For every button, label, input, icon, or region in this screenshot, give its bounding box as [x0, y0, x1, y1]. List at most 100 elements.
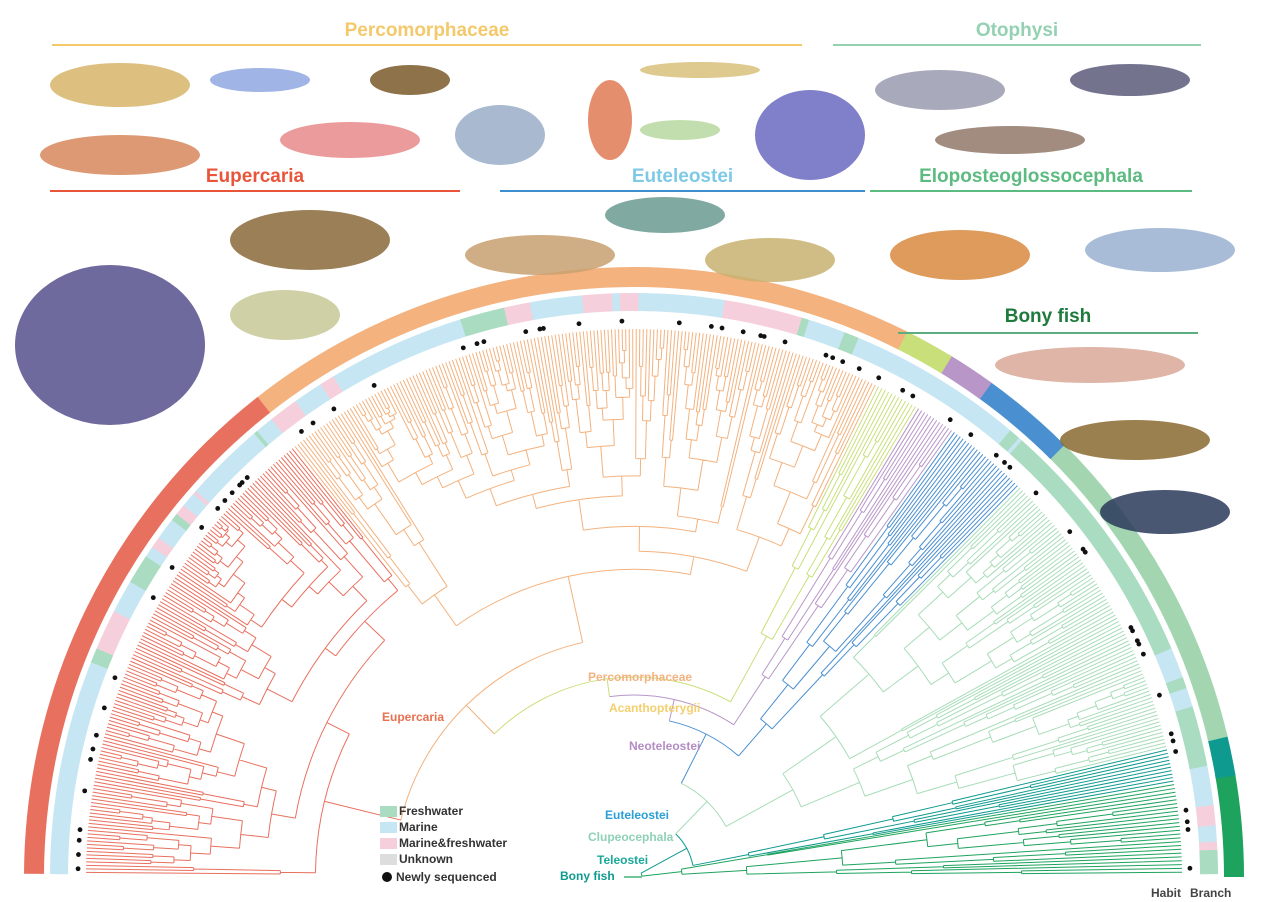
habit-segment — [329, 376, 343, 394]
habit-segment — [1148, 633, 1167, 646]
habit-segment — [58, 773, 77, 781]
habit-segment — [122, 591, 141, 604]
newly-sequenced-dot — [1067, 529, 1073, 535]
habit-segment — [1049, 480, 1066, 496]
habit-segment — [954, 395, 968, 413]
habit-segment — [66, 736, 85, 746]
habit-segment — [929, 378, 943, 397]
habit-segment — [667, 294, 673, 313]
habit-segment — [1006, 437, 1022, 454]
habit-segment — [978, 413, 993, 431]
habit-segment — [510, 305, 519, 324]
rule-otophysi — [833, 44, 1201, 46]
habit-segment — [215, 466, 232, 483]
habit-segment — [746, 304, 755, 324]
branch-lines-teleostei — [640, 749, 1174, 874]
habit-segment — [250, 433, 266, 450]
habit-segment — [844, 334, 856, 354]
habit-segment — [529, 301, 537, 321]
habit-segment — [54, 802, 73, 810]
habit-segment — [1061, 494, 1079, 510]
newly-sequenced-dot — [1185, 827, 1191, 832]
habit-segment — [467, 316, 477, 335]
habit-segment — [922, 374, 936, 393]
habit-segment — [604, 293, 610, 312]
habit-segment — [304, 392, 318, 410]
habit-segment — [1192, 784, 1212, 792]
habit-segment — [1178, 717, 1197, 727]
ring-label-branch: Branch — [1190, 886, 1232, 900]
habit-segment — [131, 575, 150, 589]
habit-segment — [884, 353, 897, 372]
habit-segment — [231, 450, 247, 467]
habit-segment — [248, 435, 264, 453]
newly-sequenced-dot — [331, 406, 337, 412]
habit-segment — [824, 326, 835, 346]
habit-segment — [55, 795, 74, 803]
newly-sequenced-dot — [229, 490, 235, 496]
habit-segment — [1199, 861, 1218, 867]
habit-segment — [905, 364, 919, 383]
habit-segment — [171, 516, 189, 532]
habit-segment — [1145, 626, 1164, 639]
habit-segment — [1160, 662, 1179, 673]
clade-label-neoteleostei: Neoteleostei — [629, 739, 701, 753]
habit-segment — [226, 456, 242, 472]
habit-segment — [164, 525, 182, 540]
habit-segment — [1115, 569, 1133, 583]
newly-sequenced-dot — [244, 475, 250, 480]
habit-segment — [1059, 491, 1076, 507]
habit-segment — [1126, 589, 1145, 602]
habit-segment — [410, 335, 421, 355]
habit-segment — [847, 336, 859, 355]
habit-segment — [1147, 630, 1166, 642]
habit-segment — [851, 337, 863, 356]
habit-segment — [59, 769, 78, 778]
habit-segment — [559, 297, 566, 316]
fish-illustration — [588, 80, 632, 160]
habit-segment — [441, 324, 452, 343]
fish-illustration — [280, 122, 420, 158]
habit-segment — [1176, 709, 1195, 719]
habit-segment — [1188, 757, 1207, 766]
habit-segment — [891, 357, 904, 376]
habit-segment — [948, 391, 962, 409]
newly-sequenced-dot — [101, 705, 107, 711]
habit-segment — [707, 297, 714, 317]
habit-segment — [317, 384, 331, 402]
branch-ring-teleostei — [1207, 733, 1236, 779]
habit-segment — [600, 293, 606, 312]
habit-segment — [714, 298, 722, 318]
habit-segment — [72, 711, 92, 721]
habit-segment — [346, 366, 359, 385]
habit-segment — [176, 511, 193, 526]
newly-sequenced-dot — [1170, 738, 1176, 744]
habit-segment — [50, 840, 70, 846]
habit-segment — [1023, 453, 1039, 469]
habit-segment — [63, 747, 83, 756]
newly-sequenced-dot — [1168, 731, 1174, 737]
newly-sequenced-dot — [88, 757, 93, 762]
habit-segment — [50, 847, 69, 853]
habit-segment — [1120, 579, 1139, 592]
habit-segment — [298, 396, 312, 414]
habit-segment — [1195, 800, 1214, 808]
habit-segment — [630, 293, 635, 312]
habit-segment — [69, 722, 89, 732]
habit-segment — [986, 420, 1002, 438]
newly-sequenced-dot — [1007, 464, 1013, 470]
habit-segment — [77, 697, 96, 707]
habit-segment — [94, 648, 114, 660]
habit-segment — [753, 306, 762, 325]
habit-segment — [289, 403, 303, 421]
newly-sequenced-dot — [1184, 819, 1190, 825]
habit-segment — [521, 303, 530, 322]
habit-segment — [1151, 640, 1170, 653]
habit-segment — [74, 704, 94, 714]
legend-item-newly-sequenced: Newly sequenced — [380, 867, 507, 886]
newly-sequenced-dot — [76, 852, 81, 857]
habit-segment — [1066, 500, 1084, 516]
habit-segment — [663, 293, 669, 312]
habit-segment — [1154, 648, 1173, 659]
habit-segment — [73, 708, 93, 718]
